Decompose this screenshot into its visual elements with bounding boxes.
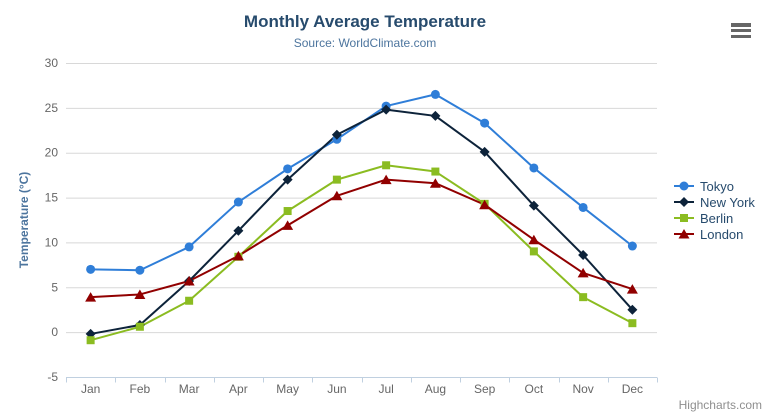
x-axis-label: Aug: [425, 382, 446, 396]
data-point-new-york-oct[interactable]: [528, 200, 539, 211]
data-point-berlin-oct[interactable]: [529, 247, 538, 256]
x-axis-label: Jan: [81, 382, 100, 396]
data-point-new-york-apr[interactable]: [233, 225, 244, 236]
data-point-berlin-jun[interactable]: [332, 175, 341, 184]
series-line-new-york[interactable]: [89, 108, 634, 335]
legend-marker-diamond: [679, 197, 689, 207]
export-menu-button[interactable]: [731, 23, 751, 38]
data-point-london-nov[interactable]: [577, 267, 589, 278]
data-point-tokyo-nov[interactable]: [578, 202, 588, 212]
data-point-tokyo-sep[interactable]: [480, 118, 490, 128]
y-axis-title: Temperature (°C): [17, 172, 31, 269]
data-point-new-york-may[interactable]: [282, 174, 293, 185]
legend-item-new-york[interactable]: New York: [673, 194, 755, 210]
data-point-london-dec[interactable]: [626, 284, 638, 294]
data-point-tokyo-apr[interactable]: [233, 197, 243, 207]
hamburger-icon: [731, 23, 751, 27]
data-point-new-york-jul[interactable]: [381, 104, 392, 115]
data-point-london-feb[interactable]: [134, 289, 146, 299]
x-axis-label: Apr: [229, 382, 248, 396]
legend-label-berlin: Berlin: [700, 210, 734, 226]
data-point-london-jul[interactable]: [380, 174, 392, 185]
data-point-berlin-feb[interactable]: [135, 322, 144, 331]
legend-triangle-icon: [674, 229, 694, 239]
data-point-tokyo-jan[interactable]: [86, 264, 96, 274]
x-axis-label: May: [276, 382, 299, 396]
x-axis-label: Oct: [525, 382, 544, 396]
data-point-london-oct[interactable]: [528, 234, 540, 245]
x-axis-label: Jul: [378, 382, 393, 396]
chart-title: Monthly Average Temperature: [243, 12, 487, 31]
data-point-new-york-aug[interactable]: [430, 110, 441, 121]
y-axis-label: 30: [45, 56, 59, 70]
legend: Tokyo New York Berlin London: [673, 178, 755, 242]
y-axis-label: 0: [51, 325, 58, 339]
hamburger-icon: [731, 34, 751, 38]
data-point-london-apr[interactable]: [232, 250, 244, 261]
data-point-tokyo-may[interactable]: [283, 164, 293, 174]
legend-label-london: London: [700, 226, 744, 242]
data-point-tokyo-feb[interactable]: [135, 265, 145, 275]
data-point-berlin-may[interactable]: [283, 207, 292, 216]
data-point-new-york-jun[interactable]: [331, 129, 342, 140]
x-axis-label: Mar: [179, 382, 200, 396]
data-point-tokyo-oct[interactable]: [529, 163, 539, 173]
data-point-london-mar[interactable]: [183, 276, 195, 286]
x-axis-label: Feb: [130, 382, 151, 396]
data-point-new-york-dec[interactable]: [627, 304, 638, 315]
series-line-berlin[interactable]: [89, 164, 634, 342]
chart-subtitle: Source: WorldClimate.com: [293, 36, 437, 50]
series-line-london[interactable]: [89, 178, 634, 299]
x-axis-label: Dec: [622, 382, 643, 396]
legend-marker-triangle: [678, 229, 690, 239]
data-point-berlin-nov[interactable]: [579, 293, 588, 302]
y-axis-label: -5: [47, 370, 58, 384]
y-axis-label: 25: [45, 101, 59, 115]
data-point-tokyo-aug[interactable]: [430, 89, 440, 99]
data-point-tokyo-mar[interactable]: [184, 242, 194, 252]
y-axis-label: 20: [45, 146, 59, 160]
legend-square-icon: [674, 214, 694, 222]
legend-marker-square: [680, 214, 688, 222]
y-axis-label: 10: [45, 235, 59, 249]
y-axis-label: 5: [51, 280, 58, 294]
data-point-london-may[interactable]: [282, 220, 294, 230]
legend-item-london[interactable]: London: [673, 226, 755, 242]
legend-circle-icon: [674, 181, 694, 191]
data-point-berlin-dec[interactable]: [628, 319, 637, 328]
x-axis-label: Jun: [327, 382, 346, 396]
data-point-tokyo-dec[interactable]: [627, 241, 637, 251]
data-point-new-york-sep[interactable]: [479, 146, 490, 157]
data-point-new-york-nov[interactable]: [578, 249, 589, 260]
series-line-tokyo[interactable]: [89, 93, 634, 272]
data-point-london-jun[interactable]: [331, 190, 343, 201]
legend-item-tokyo[interactable]: Tokyo: [673, 178, 755, 194]
data-point-berlin-jan[interactable]: [86, 336, 95, 345]
legend-marker-circle: [679, 181, 689, 191]
x-axis-label: Nov: [572, 382, 593, 396]
hamburger-icon: [731, 28, 751, 33]
data-point-london-jan[interactable]: [85, 292, 97, 302]
legend-label-tokyo: Tokyo: [700, 178, 734, 194]
data-point-berlin-mar[interactable]: [185, 296, 194, 305]
legend-label-new-york: New York: [700, 194, 755, 210]
x-axis-label: Sep: [474, 382, 496, 396]
legend-item-berlin[interactable]: Berlin: [673, 210, 755, 226]
data-point-berlin-jul[interactable]: [382, 161, 391, 170]
y-axis-label: 15: [45, 191, 59, 205]
data-point-london-sep[interactable]: [479, 199, 491, 210]
data-point-berlin-aug[interactable]: [431, 167, 440, 176]
data-point-london-aug[interactable]: [429, 178, 441, 188]
legend-diamond-icon: [674, 197, 694, 207]
credits-link[interactable]: Highcharts.com: [678, 398, 762, 412]
